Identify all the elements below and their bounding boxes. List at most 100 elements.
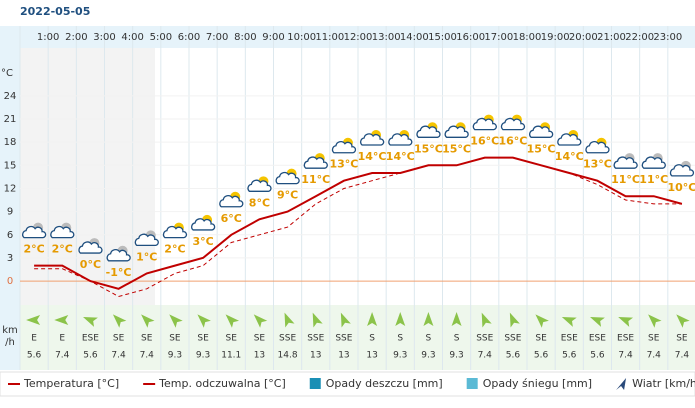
hour-label: 17:00 (484, 32, 513, 43)
wind-direction: ESE (589, 334, 606, 344)
wind-arrow (451, 312, 462, 326)
weather-icon-cloud (78, 241, 103, 254)
wind-speed: 7.4 (647, 351, 662, 361)
wind-direction: SE (226, 334, 238, 344)
wind-arrow (253, 314, 268, 328)
wind-speed: 9.3 (421, 351, 435, 361)
wind-speed: 9.3 (449, 351, 463, 361)
weather-icon-cloud (641, 156, 666, 169)
wind-unit: /h (5, 337, 15, 348)
weather-icon-cloud (22, 225, 47, 239)
hour-label: 10:00 (287, 32, 316, 43)
wind-direction: S (397, 334, 403, 344)
wind-arrow (423, 312, 434, 326)
hour-label: 1:00 (37, 32, 59, 43)
hour-label: 20:00 (569, 32, 598, 43)
temp-label: 2°C (164, 243, 185, 256)
wind-arrow (141, 314, 155, 328)
legend-label: Opady deszczu [mm] (326, 377, 443, 390)
y-tick-label: 21 (4, 114, 17, 125)
weather-icon-cloud (585, 140, 610, 154)
wind-speed: 5.6 (506, 351, 521, 361)
weather-icon-cloud (444, 125, 469, 138)
wind-speed: 7.4 (618, 351, 633, 361)
temp-label: 13°C (329, 158, 358, 171)
wind-direction: SE (676, 334, 688, 344)
axis-strip (0, 26, 20, 370)
wind-arrow (481, 312, 492, 328)
wind-speed: 5.6 (83, 351, 98, 361)
wind-arrow (312, 312, 323, 328)
wind-direction: ESE (82, 334, 99, 344)
wind-arrow (112, 314, 127, 328)
wind-arrow (83, 316, 98, 327)
weather-icon-cloud (191, 218, 216, 231)
hour-strip (0, 26, 695, 48)
wind-speed: 7.4 (111, 351, 126, 361)
wind-arrow (648, 314, 662, 328)
wind-arrow (169, 314, 183, 328)
hour-label: 14:00 (400, 32, 429, 43)
wind-speed: 9.3 (168, 351, 182, 361)
y-tick-label: 0 (7, 276, 13, 287)
wind-direction: SSE (279, 334, 296, 344)
legend-label: Wiatr [km/h] (632, 377, 695, 390)
weather-icon-cloud (613, 156, 638, 169)
wind-speed: 5.6 (27, 351, 42, 361)
legend-swatch (309, 378, 321, 389)
wind-direction: SSE (335, 334, 352, 344)
wind-direction: SE (535, 334, 547, 344)
wind-arrow (395, 312, 406, 326)
wind-arrow (509, 312, 520, 328)
temp-label: 2°C (23, 243, 44, 256)
wind-direction: S (369, 334, 375, 344)
weather-icon-cloud (162, 225, 188, 239)
weather-icon-cloud (388, 133, 413, 146)
hour-label: 22:00 (625, 32, 654, 43)
wind-direction: S (426, 334, 432, 344)
wind-speed: 5.6 (562, 351, 577, 361)
wind-arrow (535, 314, 549, 328)
hour-label: 8:00 (234, 32, 256, 43)
temp-label: 13°C (583, 158, 612, 171)
wind-direction: E (31, 334, 37, 344)
temp-label: 16°C (498, 135, 527, 148)
weather-icon-cloud (303, 156, 328, 169)
hour-label: 2:00 (65, 32, 87, 43)
temp-label: 1°C (136, 250, 157, 263)
temp-label: 3°C (192, 235, 213, 248)
legend-swatch (466, 378, 478, 389)
hour-label: 21:00 (597, 32, 626, 43)
temp-label: 16°C (470, 135, 499, 148)
y-axis-label: °C (1, 68, 13, 79)
legend-label: Temp. odczuwalna [°C] (158, 377, 286, 390)
temp-label: 15°C (527, 142, 556, 155)
wind-direction: SSE (504, 334, 521, 344)
wind-speed: 5.6 (590, 351, 605, 361)
y-tick-label: 6 (7, 230, 13, 241)
temp-label: 0°C (80, 258, 101, 271)
temp-label: 2°C (52, 243, 73, 256)
hour-label: 5:00 (150, 32, 172, 43)
y-tick-label: 24 (4, 91, 17, 102)
weather-icon-cloud (247, 179, 272, 192)
wind-arrow (284, 312, 295, 328)
temp-label: 14°C (555, 150, 584, 163)
wind-speed: 5.6 (534, 351, 549, 361)
wind-direction: SE (197, 334, 209, 344)
temp-label: 11°C (301, 173, 330, 186)
weather-icon-cloud (360, 133, 385, 146)
wind-speed: 7.4 (675, 351, 690, 361)
hour-label: 4:00 (121, 32, 143, 43)
hour-label: 18:00 (513, 32, 542, 43)
temp-label: 14°C (358, 150, 387, 163)
wind-arrow (340, 312, 351, 328)
legend-label: Temperatura [°C] (23, 377, 119, 390)
weather-icon-cloud (219, 195, 244, 208)
weather-icon-cloud (134, 233, 159, 247)
hour-label: 11:00 (315, 32, 344, 43)
weather-icon-cloud (500, 117, 526, 131)
wind-direction: SE (141, 334, 153, 344)
wind-direction: SSE (476, 334, 493, 344)
weather-icon-cloud (106, 249, 131, 262)
